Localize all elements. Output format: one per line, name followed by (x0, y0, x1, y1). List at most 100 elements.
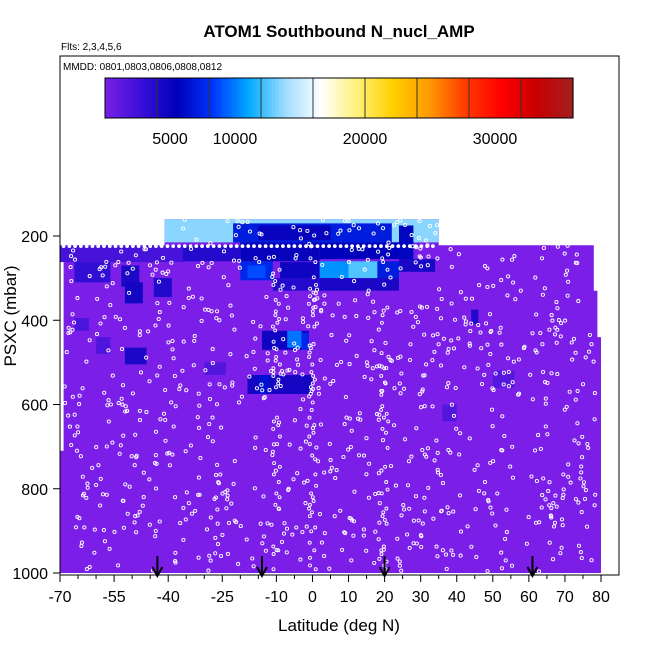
sample-point (303, 439, 308, 444)
sample-point (320, 262, 325, 267)
sample-point (307, 415, 312, 420)
sample-points-layer (61, 217, 598, 574)
sample-point (310, 400, 315, 405)
sample-point (482, 372, 487, 377)
colorbar-segment (111, 78, 116, 118)
sample-point (156, 279, 161, 284)
sample-point (469, 544, 474, 549)
sample-point (298, 236, 303, 241)
sample-point (298, 446, 303, 451)
sample-point (203, 368, 208, 373)
sample-point (495, 491, 500, 496)
colorbar-segment (369, 78, 374, 118)
sample-point (306, 324, 311, 329)
sample-point (107, 546, 112, 551)
sample-point (366, 495, 371, 500)
sample-point (300, 316, 305, 321)
colorbar-segment (339, 78, 343, 118)
sample-point (355, 244, 360, 249)
sample-point (119, 249, 124, 254)
sample-point (383, 381, 388, 386)
sample-point (530, 397, 535, 402)
sample-point (277, 317, 282, 321)
sample-point (449, 264, 454, 269)
sample-point (493, 523, 498, 528)
sample-point (273, 358, 278, 363)
sample-point (298, 557, 303, 562)
sample-point (287, 367, 292, 372)
sample-point (343, 218, 348, 223)
sample-point (538, 330, 543, 336)
sample-point (69, 442, 74, 448)
sample-point (339, 274, 344, 279)
colorbar-segment (195, 78, 200, 118)
sample-point (576, 441, 581, 446)
colorbar-segment (379, 78, 384, 118)
sample-point (275, 244, 280, 249)
sample-point (262, 395, 267, 400)
sample-point (217, 244, 222, 249)
sample-point (356, 453, 362, 458)
colorbar-segment (171, 78, 176, 118)
sample-point (586, 349, 592, 354)
sample-point (130, 266, 135, 271)
sample-point (417, 392, 422, 397)
sample-point (233, 233, 238, 238)
y-tick-label: 800 (21, 482, 48, 499)
sample-point (511, 280, 516, 285)
sample-point (144, 410, 149, 415)
sample-point (210, 439, 215, 444)
heatmap-cell (442, 404, 457, 422)
sample-point (259, 232, 264, 237)
sample-point (413, 260, 418, 265)
sample-point (370, 366, 375, 371)
sample-point (510, 380, 515, 385)
colorbar-segment (302, 78, 307, 118)
sample-point (270, 449, 275, 454)
sample-point (350, 244, 355, 249)
sample-point (430, 358, 435, 363)
sample-point (469, 321, 474, 326)
sample-point (117, 317, 123, 322)
sample-point (328, 381, 333, 386)
sample-point (122, 325, 127, 330)
sample-point (468, 329, 473, 334)
sample-point (180, 368, 185, 373)
sample-point (384, 244, 389, 249)
sample-point (386, 240, 391, 245)
sample-point (108, 402, 113, 407)
sample-point (296, 362, 301, 367)
sample-point (265, 358, 270, 363)
sample-point (347, 362, 352, 367)
sample-point (398, 218, 403, 223)
sample-point (316, 391, 321, 396)
sample-point (173, 560, 178, 565)
sample-point (318, 422, 323, 427)
sample-point (153, 323, 158, 328)
sample-point (134, 530, 139, 535)
sample-point (205, 435, 211, 440)
sample-point (252, 244, 256, 249)
sample-point (457, 493, 463, 498)
sample-point (71, 248, 76, 253)
sample-point (379, 408, 383, 412)
sample-point (384, 365, 389, 371)
sample-point (292, 244, 297, 249)
sample-point (169, 400, 174, 405)
sample-point (423, 238, 429, 243)
sample-point (231, 481, 236, 486)
sample-point (261, 494, 266, 499)
sample-point (313, 525, 318, 530)
sample-point (207, 396, 213, 402)
sample-point (354, 314, 359, 319)
sample-point (94, 445, 99, 450)
colorbar-segment (569, 78, 574, 118)
sample-point (195, 415, 200, 420)
sample-point (534, 312, 539, 317)
sample-point (232, 327, 237, 332)
x-tick-label: 20 (376, 589, 394, 606)
sample-point (166, 450, 172, 455)
sample-point (215, 521, 220, 526)
sample-point (561, 492, 566, 497)
sample-point (307, 354, 312, 359)
